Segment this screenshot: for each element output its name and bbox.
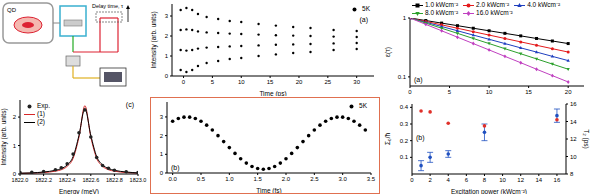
svg-text:1: 1 xyxy=(160,151,164,157)
svg-text:14: 14 xyxy=(535,177,542,183)
svg-text:1: 1 xyxy=(165,53,169,59)
svg-text:ε(τ): ε(τ) xyxy=(384,47,392,57)
svg-text:Intensity (arb. units): Intensity (arb. units) xyxy=(8,108,9,165)
svg-text:8: 8 xyxy=(483,177,487,183)
svg-text:25: 25 xyxy=(324,79,331,85)
svg-text:0.3: 0.3 xyxy=(400,121,409,127)
svg-text:0.1: 0.1 xyxy=(398,74,407,80)
html-text:(a): (a) xyxy=(414,76,423,83)
svg-text:QD: QD xyxy=(8,7,17,13)
svg-text:0: 0 xyxy=(410,177,414,183)
html-text:(a): (a) xyxy=(359,16,368,23)
svg-text:10: 10 xyxy=(238,79,245,85)
svg-text:16: 16 xyxy=(554,177,561,183)
svg-text:0: 0 xyxy=(160,170,164,176)
html-text:1.0 kWcm⁻²: 1.0 kWcm⁻² xyxy=(425,1,459,8)
svg-text:2: 2 xyxy=(13,114,17,120)
svg-text:0: 0 xyxy=(13,171,17,177)
svg-text:12: 12 xyxy=(570,136,577,142)
svg-text:0: 0 xyxy=(165,73,169,79)
html-text:5K: 5K xyxy=(362,5,370,12)
svg-text:2: 2 xyxy=(165,33,169,39)
svg-text:1.0: 1.0 xyxy=(225,176,234,182)
svg-text:T₂ (ps): T₂ (ps) xyxy=(582,129,583,149)
svg-text:0: 0 xyxy=(408,89,412,95)
svg-text:1822.0: 1822.0 xyxy=(12,177,29,183)
svg-text:0: 0 xyxy=(182,79,186,85)
svg-text:12: 12 xyxy=(517,177,524,183)
svg-text:0.0: 0.0 xyxy=(168,176,177,182)
html-text:2.0 kWcm⁻²: 2.0 kWcm⁻² xyxy=(476,1,510,8)
svg-text:10: 10 xyxy=(570,154,577,160)
svg-text:0.5: 0.5 xyxy=(197,176,206,182)
svg-text:5: 5 xyxy=(211,79,215,85)
svg-text:10: 10 xyxy=(499,177,506,183)
svg-text:1822.4: 1822.4 xyxy=(59,177,76,183)
svg-text:1822.6: 1822.6 xyxy=(82,177,99,183)
html-text:Exp.: Exp. xyxy=(37,102,50,109)
svg-text:Time (ps): Time (ps) xyxy=(259,90,286,96)
svg-text:10: 10 xyxy=(486,89,493,95)
svg-text:1822.2: 1822.2 xyxy=(35,177,52,183)
svg-text:1: 1 xyxy=(13,143,17,149)
svg-text:3.0: 3.0 xyxy=(338,176,347,182)
svg-text:30: 30 xyxy=(353,79,360,85)
html-text:5K: 5K xyxy=(359,102,367,109)
svg-text:3: 3 xyxy=(160,114,164,120)
html-text:(2): (2) xyxy=(37,118,45,125)
svg-text:0.2: 0.2 xyxy=(400,138,409,144)
svg-text:Intensity (arb. units): Intensity (arb. units) xyxy=(150,11,158,68)
svg-text:2: 2 xyxy=(428,177,432,183)
svg-text:2.0: 2.0 xyxy=(282,176,291,182)
svg-text:14: 14 xyxy=(570,119,577,125)
svg-text:Energy (meV): Energy (meV) xyxy=(59,188,99,194)
svg-text:4: 4 xyxy=(447,177,451,183)
html-text:(c): (c) xyxy=(125,101,134,108)
svg-text:0.4: 0.4 xyxy=(400,104,409,110)
svg-text:Σ₀/ħ: Σ₀/ħ xyxy=(384,133,391,146)
svg-text:2: 2 xyxy=(160,133,164,139)
svg-text:15: 15 xyxy=(525,89,532,95)
svg-text:15: 15 xyxy=(267,79,274,85)
svg-text:1.5: 1.5 xyxy=(253,176,262,182)
svg-text:20: 20 xyxy=(565,89,572,95)
svg-text:5: 5 xyxy=(448,89,452,95)
svg-text:20: 20 xyxy=(296,79,303,85)
svg-text:2.5: 2.5 xyxy=(310,176,319,182)
html-text:(b): (b) xyxy=(416,134,425,141)
svg-text:3: 3 xyxy=(165,13,169,19)
svg-text:3.5: 3.5 xyxy=(367,176,376,182)
svg-text:1: 1 xyxy=(403,15,407,21)
svg-text:8: 8 xyxy=(570,171,574,177)
html-text:(b): (b) xyxy=(171,164,180,171)
html-text:(1): (1) xyxy=(37,110,45,117)
svg-text:0.1: 0.1 xyxy=(400,154,409,160)
svg-text:16: 16 xyxy=(570,101,577,107)
html-text:16.0 kWcm⁻²: 16.0 kWcm⁻² xyxy=(476,9,513,16)
svg-text:Excitation power (kWcm⁻²): Excitation power (kWcm⁻²) xyxy=(451,188,527,194)
html-text:8.0 kWcm⁻²: 8.0 kWcm⁻² xyxy=(425,9,459,16)
svg-text:1822.8: 1822.8 xyxy=(106,177,123,183)
svg-text:Time (fs): Time (fs) xyxy=(256,187,281,193)
svg-text:6: 6 xyxy=(465,177,469,183)
svg-text:Delay time, τ: Delay time, τ xyxy=(92,3,124,9)
html-text:4.0 kWcm⁻²: 4.0 kWcm⁻² xyxy=(527,1,561,8)
svg-text:1823.0: 1823.0 xyxy=(130,177,147,183)
